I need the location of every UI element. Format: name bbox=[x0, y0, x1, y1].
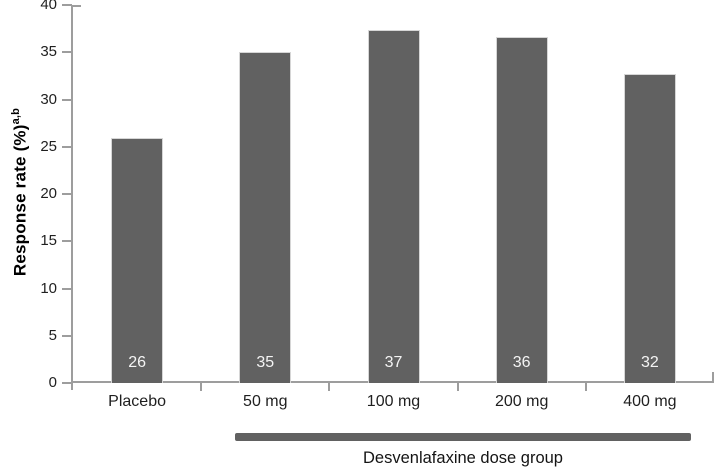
y-tick bbox=[62, 334, 72, 337]
y-tick-label: 0 bbox=[48, 374, 57, 391]
bar-value-label: 35 bbox=[256, 354, 275, 371]
x-tick bbox=[328, 383, 331, 391]
y-tick bbox=[62, 287, 72, 290]
y-tick bbox=[62, 240, 72, 243]
x-axis-end-cap bbox=[712, 372, 714, 383]
bar-value-label: 26 bbox=[128, 353, 146, 371]
bar-200-mg: 36 bbox=[495, 37, 548, 383]
y-tick-label: 40 bbox=[40, 0, 57, 13]
y-tick-label: 15 bbox=[40, 232, 57, 250]
bar-value-label: 36 bbox=[512, 353, 531, 371]
y-tick bbox=[62, 98, 72, 101]
y-tick-label: 25 bbox=[40, 137, 57, 155]
x-category-label: 100 mg bbox=[366, 393, 421, 410]
x-tick bbox=[456, 383, 459, 391]
x-category-label: 50 mg bbox=[243, 393, 288, 410]
bar-100-mg: 37 bbox=[367, 29, 420, 383]
y-axis-line bbox=[71, 5, 73, 390]
y-axis-top-cap bbox=[71, 5, 81, 7]
y-tick bbox=[62, 51, 72, 54]
x-tick bbox=[584, 383, 587, 391]
y-tick bbox=[62, 382, 72, 384]
dose-group-underline bbox=[235, 433, 691, 441]
y-tick bbox=[62, 193, 72, 195]
bar-value-label: 37 bbox=[384, 353, 403, 371]
x-category-label: Placebo bbox=[108, 393, 166, 410]
bar-placebo: 26 bbox=[111, 138, 164, 383]
bar-400-mg: 32 bbox=[623, 73, 676, 383]
bar-50-mg: 35 bbox=[239, 52, 292, 383]
x-tick bbox=[200, 383, 203, 391]
y-tick-label: 20 bbox=[40, 185, 57, 202]
y-tick-label: 10 bbox=[40, 279, 57, 297]
dose-group-label: Desvenlafaxine dose group bbox=[363, 449, 563, 467]
x-category-label: 200 mg bbox=[495, 393, 549, 410]
y-tick bbox=[62, 4, 72, 6]
x-category-label: 400 mg bbox=[623, 393, 677, 410]
y-tick-label: 5 bbox=[48, 326, 57, 344]
bar-value-label: 32 bbox=[640, 353, 659, 371]
y-tick-label: 35 bbox=[40, 43, 57, 61]
y-tick-label: 30 bbox=[40, 90, 57, 108]
y-axis-title-superscript: a,b bbox=[10, 107, 22, 125]
y-tick bbox=[62, 145, 72, 148]
